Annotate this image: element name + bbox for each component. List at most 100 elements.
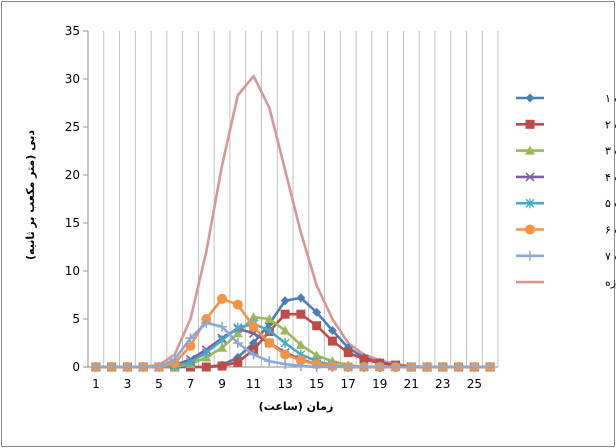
y-tick-label: 5	[72, 312, 80, 326]
y-tick-label: 35	[65, 24, 80, 38]
data-point	[217, 321, 228, 332]
x-tick-label: 19	[372, 377, 387, 391]
data-point	[406, 362, 417, 372]
data-point	[248, 312, 259, 322]
data-point	[312, 307, 322, 317]
data-point	[280, 296, 290, 306]
data-point	[453, 362, 464, 372]
data-point	[525, 224, 535, 235]
data-point	[122, 362, 133, 372]
data-point	[106, 362, 117, 372]
data-point	[311, 350, 322, 360]
legend-entry: کل حوزه	[516, 276, 616, 289]
data-point	[311, 362, 322, 372]
data-point	[233, 322, 243, 333]
data-point	[312, 321, 322, 331]
data-point	[525, 250, 535, 261]
data-point	[359, 354, 369, 364]
series-group	[90, 317, 496, 372]
legend-label: کل حوزه	[605, 276, 616, 289]
y-tick-label: 20	[65, 168, 80, 182]
data-point	[217, 361, 227, 371]
data-point	[390, 362, 401, 372]
data-point	[186, 357, 195, 368]
legend-label: زیرحوزه ۴	[605, 171, 616, 184]
data-point	[201, 347, 211, 358]
data-point	[280, 325, 291, 335]
data-point	[280, 309, 290, 319]
x-tick-label: 23	[435, 377, 450, 391]
data-point	[201, 317, 212, 328]
x-tick-label: 13	[277, 377, 292, 391]
data-point	[327, 362, 338, 372]
data-point	[296, 293, 306, 303]
data-point	[295, 355, 306, 366]
x-tick-label: 5	[155, 377, 163, 391]
data-point	[422, 362, 433, 372]
data-point	[138, 362, 149, 372]
data-point	[90, 362, 101, 372]
legend-label: زیرحوزه ۳	[605, 145, 616, 158]
data-point	[233, 357, 243, 367]
data-point	[327, 326, 337, 336]
series	[90, 74, 496, 372]
x-tick-label: 1	[92, 377, 100, 391]
x-tick-label: 7	[187, 377, 195, 391]
x-tick-label: 25	[467, 377, 482, 391]
data-point	[264, 338, 275, 348]
data-point	[169, 354, 180, 365]
legend-label: زیرحوزه ۲	[605, 118, 616, 131]
legend-label: زیرحوزه ۵	[605, 197, 616, 210]
data-point	[185, 333, 196, 344]
legend-label: زیرحوزه ۶	[605, 224, 616, 237]
legend-entry: زیرحوزه ۴	[516, 171, 616, 184]
data-point	[248, 321, 259, 332]
legend-entry: زیرحوزه ۶	[516, 224, 616, 237]
legend-label: زیرحوزه ۷	[605, 250, 616, 263]
data-point	[343, 348, 353, 358]
legend-entry: زیرحوزه ۱	[516, 92, 616, 105]
legend: زیرحوزه ۱ زیرحوزه ۲ زیرحوزه ۳ زیرحوزه ۴ زیرح…	[516, 92, 616, 289]
data-point	[358, 362, 369, 372]
data-point	[280, 349, 291, 360]
x-axis-title: زمان (ساعت)	[259, 400, 334, 413]
data-point	[232, 338, 243, 348]
legend-label: زیرحوزه ۱	[605, 92, 616, 105]
data-point	[248, 349, 259, 360]
data-point	[327, 336, 337, 346]
data-point	[201, 362, 211, 372]
y-tick-label: 15	[65, 216, 80, 230]
legend-entry: زیرحوزه ۷	[516, 250, 616, 263]
data-point	[485, 362, 496, 372]
y-tick-label: 10	[65, 264, 80, 278]
data-point	[469, 362, 480, 372]
data-point	[525, 145, 535, 155]
data-point	[232, 299, 243, 310]
x-tick-label: 9	[218, 377, 226, 391]
data-point	[374, 362, 385, 372]
data-point	[343, 362, 354, 372]
data-point	[264, 356, 275, 367]
data-point	[264, 314, 275, 323]
data-point	[525, 93, 535, 103]
legend-entry: زیرحوزه ۳	[516, 145, 616, 158]
data-point	[525, 172, 535, 182]
data-point	[296, 309, 306, 319]
y-tick-label: 0	[72, 360, 80, 374]
data-point	[280, 338, 290, 348]
legend-entry: زیرحوزه ۲	[516, 118, 616, 131]
y-tick-label: 25	[65, 120, 80, 134]
data-point	[525, 198, 535, 209]
data-point	[295, 361, 306, 372]
data-point	[217, 293, 228, 304]
data-point	[264, 325, 274, 336]
data-point	[217, 342, 228, 352]
data-point	[525, 119, 535, 129]
x-tick-label: 21	[404, 377, 419, 391]
data-point	[437, 362, 448, 372]
x-tick-label: 15	[309, 377, 324, 391]
y-tick-label: 30	[65, 72, 80, 86]
y-axis-title: دبی (متر مکعب بر ثانیه)	[24, 130, 37, 260]
